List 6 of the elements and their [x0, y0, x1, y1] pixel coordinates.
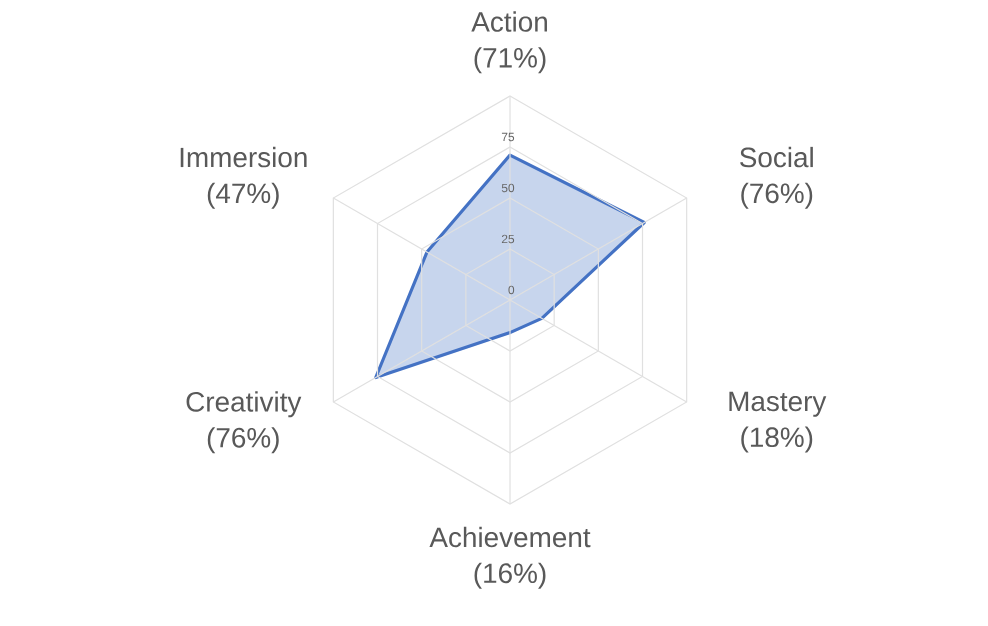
spoke-label: Social (76%)	[740, 146, 813, 209]
spoke-label: Achievement (16%)	[429, 526, 591, 589]
spoke-label: Creativity (76%)	[186, 391, 302, 454]
spoke-label: Immersion (47%)	[180, 146, 307, 209]
spoke-label: Action (71%)	[471, 11, 547, 74]
spoke-label: Mastery (18%)	[729, 391, 827, 453]
